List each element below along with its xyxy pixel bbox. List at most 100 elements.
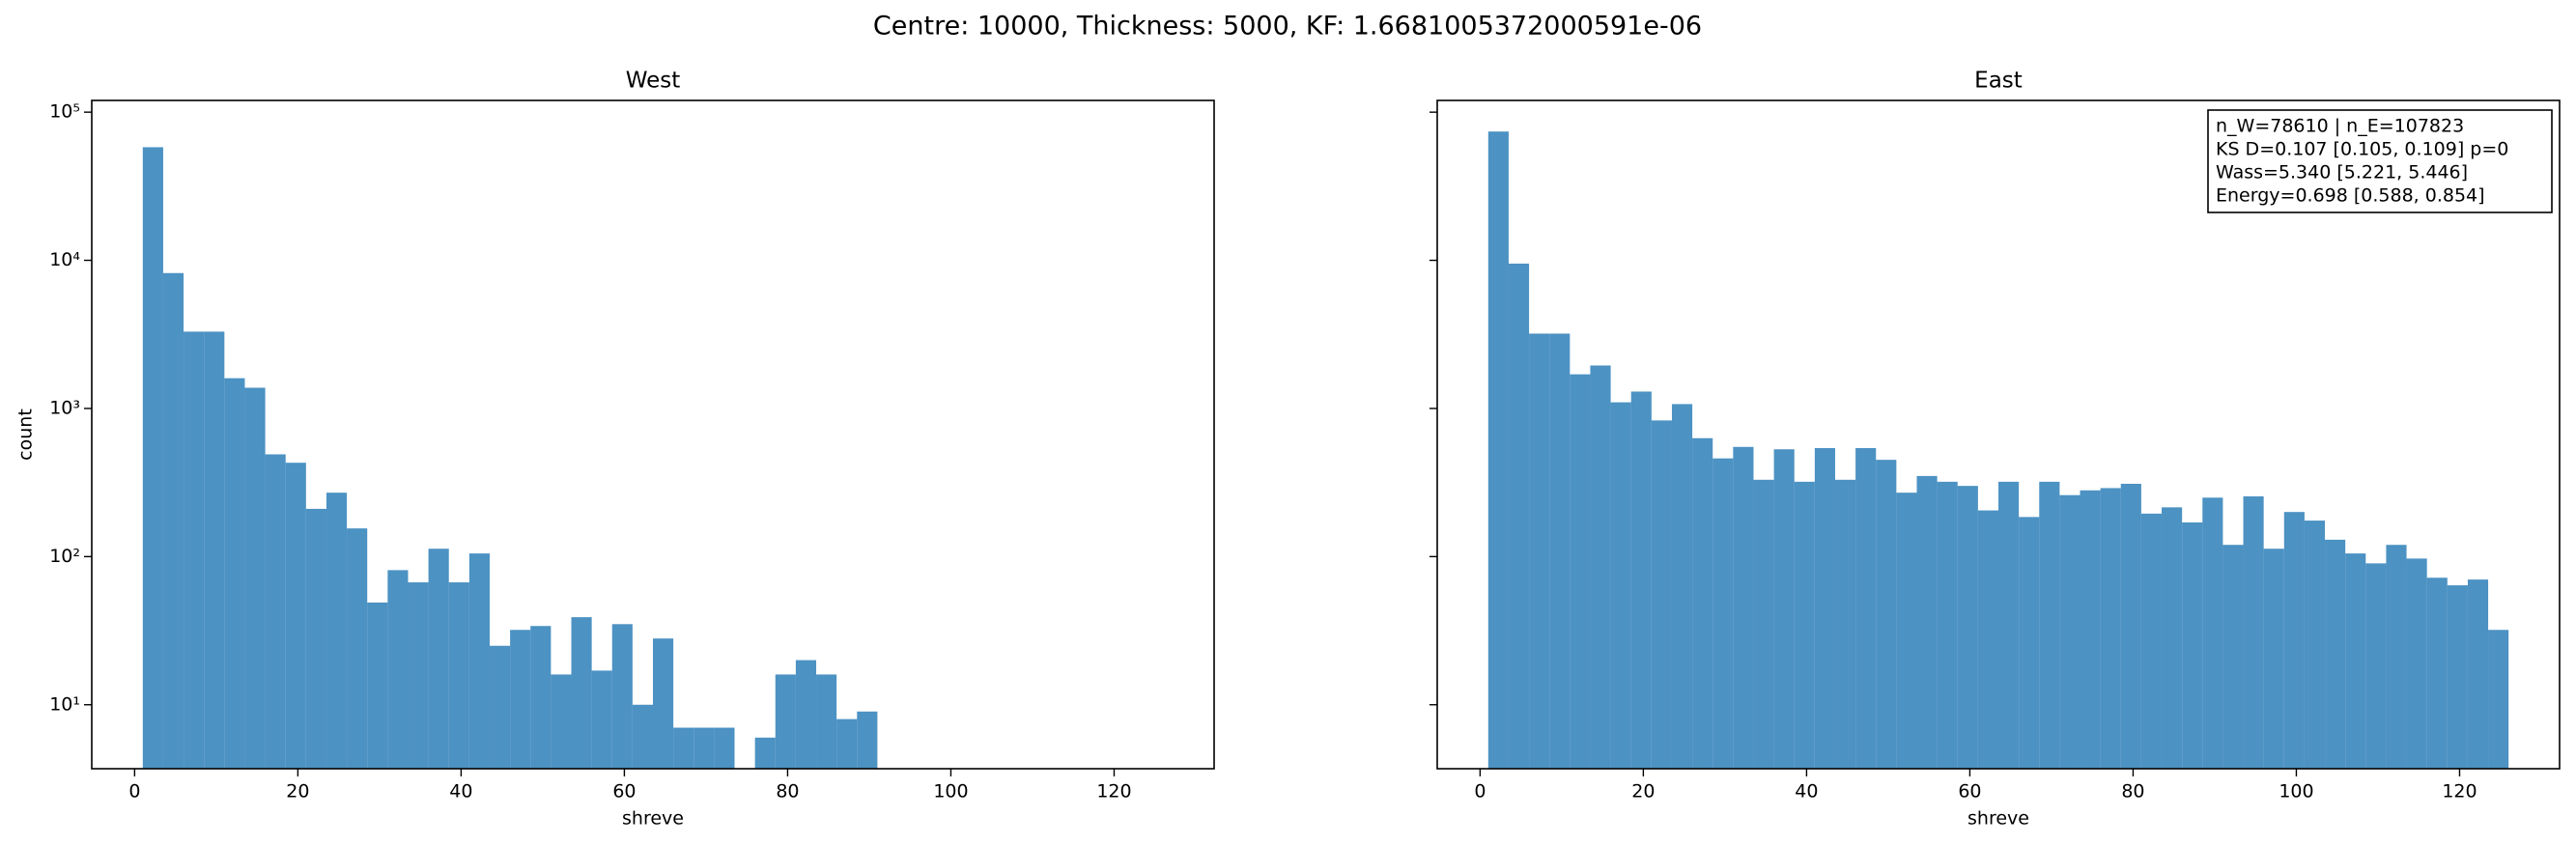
annotation-line: n_W=78610 | n_E=107823 [2216, 116, 2464, 137]
bar [2182, 522, 2203, 769]
bar [2140, 513, 2163, 769]
y-axis-label: count [15, 408, 37, 461]
bar [468, 553, 490, 769]
x-axis-label: shreve [1967, 808, 2029, 830]
bar [1570, 374, 1591, 769]
bar [1876, 460, 1897, 769]
bar [2304, 521, 2326, 769]
bar [1998, 481, 2020, 769]
y-tick-label: 10⁵ [49, 101, 80, 123]
bar [1855, 448, 1877, 769]
bar [285, 463, 306, 769]
bar [1814, 448, 1835, 769]
bar [530, 626, 552, 769]
bar [1487, 131, 1509, 770]
bar [489, 645, 511, 769]
bar [2488, 630, 2509, 769]
bar [408, 582, 429, 769]
bar [1590, 365, 1611, 769]
bar [836, 718, 858, 769]
x-tick-label: 100 [933, 781, 968, 803]
y-tick-label: 10² [49, 546, 80, 567]
bar [2080, 490, 2101, 769]
annotation-line: Energy=0.698 [0.588, 0.854] [2216, 185, 2485, 207]
bar [1508, 263, 1530, 770]
x-tick-label: 20 [1631, 781, 1655, 803]
bar [305, 508, 326, 769]
y-tick-label: 10⁴ [49, 249, 80, 270]
bar [775, 674, 796, 769]
bar [2283, 512, 2305, 769]
bar [2365, 563, 2387, 769]
bar [347, 528, 368, 769]
x-tick-label: 40 [449, 781, 472, 803]
bar [2467, 579, 2489, 769]
bar [653, 638, 674, 769]
bar [571, 617, 592, 769]
bar [265, 454, 286, 769]
bar [1957, 486, 1978, 769]
bar [1733, 446, 1754, 769]
bar [1916, 475, 1938, 769]
bar [551, 674, 572, 769]
bar [714, 727, 735, 769]
axes-title: West [626, 69, 681, 94]
axes-frame [91, 99, 1215, 770]
bar [857, 711, 878, 769]
bar [1834, 479, 1856, 769]
bar [367, 602, 388, 769]
bar [2202, 497, 2223, 769]
bar [1713, 458, 1734, 769]
bar [2386, 545, 2407, 769]
bar [1692, 437, 1713, 769]
bar [162, 272, 184, 769]
bar [1977, 510, 1998, 769]
bar [510, 630, 531, 769]
axes-title: East [1974, 69, 2023, 94]
bar [1651, 420, 1672, 769]
bar [2263, 549, 2284, 769]
bar [694, 727, 715, 769]
axes-frame [1436, 99, 2561, 770]
bar [795, 660, 817, 769]
bar [816, 674, 837, 769]
bar [754, 737, 776, 769]
bar [1630, 391, 1652, 769]
bar [2325, 539, 2346, 769]
x-tick-label: 80 [2121, 781, 2144, 803]
x-tick-label: 60 [1958, 781, 1981, 803]
bar [204, 331, 225, 769]
x-tick-label: 120 [1096, 781, 1131, 803]
x-tick-label: 20 [286, 781, 309, 803]
x-tick-label: 0 [128, 781, 140, 803]
bar [142, 147, 163, 770]
bar [2345, 553, 2366, 769]
bar [448, 582, 469, 769]
bar [326, 493, 348, 769]
bar [1937, 481, 1958, 769]
bar [2039, 481, 2060, 769]
bar [2100, 488, 2121, 769]
annotation-line: Wass=5.340 [5.221, 5.446] [2216, 162, 2468, 183]
bar [2426, 577, 2448, 769]
bar [1610, 402, 1631, 769]
x-tick-label: 100 [2279, 781, 2313, 803]
bar [184, 331, 205, 769]
bar [1549, 333, 1571, 769]
x-tick-label: 120 [2442, 781, 2477, 803]
y-tick-label: 10³ [49, 397, 80, 418]
bar [428, 549, 449, 769]
bar [387, 570, 409, 769]
bar [2059, 494, 2081, 769]
annotation-line: KS D=0.107 [0.105, 0.109] p=0 [2216, 139, 2508, 160]
bar [591, 670, 612, 769]
bar [244, 387, 266, 769]
bar [1753, 479, 1774, 769]
bar [2162, 507, 2183, 769]
y-tick-label: 10¹ [49, 693, 80, 715]
bar [1773, 449, 1795, 769]
bar [673, 727, 694, 769]
x-tick-label: 40 [1795, 781, 1818, 803]
x-tick-label: 60 [612, 781, 636, 803]
